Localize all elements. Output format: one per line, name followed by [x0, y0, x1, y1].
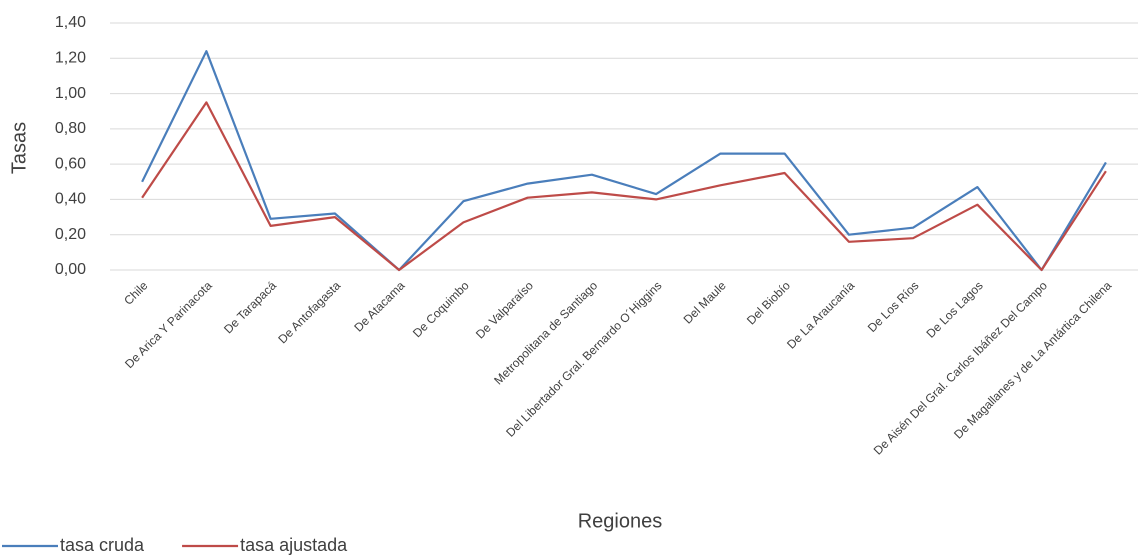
y-axis-label: Tasas — [8, 122, 30, 174]
x-tick-label: Chile — [121, 278, 150, 307]
x-tick-label: De La Araucanía — [784, 278, 857, 351]
y-tick-label: 1,40 — [55, 14, 86, 31]
y-tick-label: 0,80 — [55, 120, 86, 137]
x-tick-label: De Tarapacá — [221, 278, 279, 336]
x-tick-label: Del Biobío — [744, 278, 793, 327]
x-tick-label: De Los Lagos — [923, 278, 985, 340]
y-tick-label: 1,00 — [55, 85, 86, 102]
x-tick-label: De Atacama — [351, 278, 407, 334]
x-axis-label: Regiones — [578, 510, 663, 532]
legend-label: tasa cruda — [60, 535, 145, 555]
y-tick-label: 0,60 — [55, 155, 86, 172]
y-tick-label: 1,20 — [55, 50, 86, 67]
series-line — [141, 101, 1107, 272]
x-tick-label: De Valparaíso — [473, 278, 536, 341]
x-tick-label: Del Maule — [681, 278, 729, 326]
y-tick-label: 0,20 — [55, 226, 86, 243]
y-tick-label: 0,40 — [55, 191, 86, 208]
legend-label: tasa ajustada — [240, 535, 348, 555]
series-line — [141, 50, 1107, 272]
x-tick-label: De Los Ríos — [865, 278, 922, 335]
x-tick-label: De Antofagasta — [275, 278, 343, 346]
x-tick-label: Metropolitana de Santiago — [491, 278, 600, 387]
y-tick-label: 0,00 — [55, 261, 86, 278]
x-tick-label: De Coquimbo — [410, 278, 472, 340]
